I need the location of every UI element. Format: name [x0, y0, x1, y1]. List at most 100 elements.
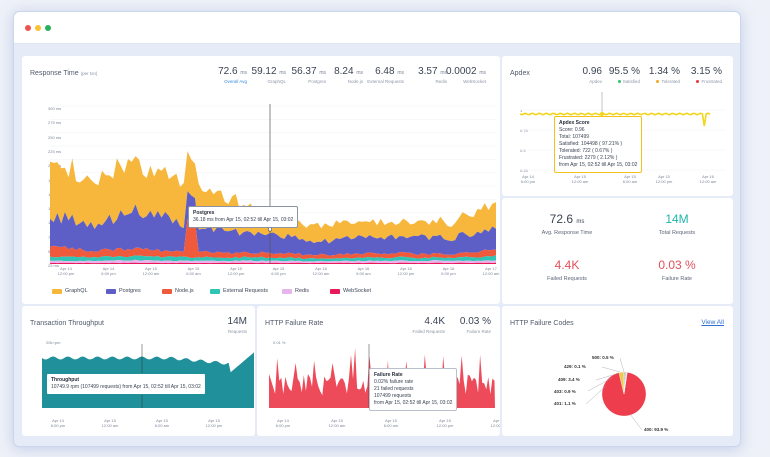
- x-tick: Apr 15 6:00 am: [620, 174, 640, 184]
- apdex-tooltip: Apdex Score Score: 0.96 Total: 107499 Sati…: [554, 116, 643, 173]
- stat-value: 0.96: [582, 66, 602, 77]
- legend-item-redis[interactable]: Redis: [282, 288, 309, 294]
- x-tick: Apr 15 6:00 am: [381, 418, 401, 428]
- stat-value: 72.6 ms: [218, 66, 247, 77]
- legend-item-websocket[interactable]: WebSocket: [330, 288, 371, 294]
- stat-label: Tolerated: [649, 79, 680, 84]
- legend-item-graphql[interactable]: GraphQL: [52, 288, 88, 294]
- tick-time: 6:00 pm: [520, 179, 536, 184]
- total-requests-value: 14M: [665, 212, 689, 226]
- legend-item-node-js[interactable]: Node.js: [162, 288, 194, 294]
- y-tick: 250 ms: [48, 134, 62, 140]
- tick-time: 12:00 pm: [227, 271, 245, 276]
- tick-date: Apr 14: [522, 174, 534, 179]
- legend-item-postgres[interactable]: Postgres: [106, 288, 141, 294]
- legend-label: External Requests: [223, 288, 268, 294]
- tick-date: Apr 16: [442, 266, 455, 271]
- tick-date: Apr 15: [104, 418, 116, 423]
- legend-item-external-requests[interactable]: External Requests: [210, 288, 268, 294]
- tooltip-title: Failure Rate: [374, 372, 403, 378]
- total-requests-label: Total Requests: [658, 230, 696, 236]
- tick-time: 12:00 pm: [57, 271, 75, 276]
- stat-value: 59.12 ms: [251, 66, 286, 77]
- failure-codes-card: HTTP Failure Codes View All 500: 0.5 % 42…: [502, 306, 733, 436]
- pie-label: 403: 0.9 %: [554, 389, 576, 394]
- tick-date: Apr 15: [385, 418, 397, 423]
- postgres-tooltip: Postgres 36.18 ms from Apr 15, 02:52 til…: [188, 206, 299, 228]
- card-title: Response Time: [30, 70, 79, 77]
- failed-requests: 4.4K Failed Requests: [522, 258, 612, 282]
- failed-requests-value: 4.4K: [554, 258, 580, 272]
- legend-swatch: [330, 288, 340, 294]
- pie-slice-400[interactable]: [601, 372, 647, 417]
- stat-label: External Requests: [367, 79, 404, 84]
- maximize-window-dot[interactable]: [45, 25, 51, 31]
- pie-label: 401: 1.1 %: [554, 401, 576, 406]
- y-tick: 20k rpm: [46, 340, 61, 345]
- tick-date: Apr 16: [493, 418, 500, 423]
- area-postgres[interactable]: [50, 191, 496, 256]
- stat-external-requests: 6.48 ms External Requests: [367, 66, 404, 84]
- legend-swatch: [162, 288, 172, 294]
- tick-time: 12:00 am: [482, 271, 500, 276]
- close-window-dot[interactable]: [25, 25, 31, 31]
- tooltip-line: from Apr 15, 02:52 till Apr 15, 03:02: [374, 400, 453, 406]
- x-tick: Apr 16 6:00 am: [352, 266, 376, 276]
- area-websocket[interactable]: [50, 262, 496, 264]
- x-tick: Apr 16 12:00 pm: [394, 266, 418, 276]
- stat-label: Satisfied: [609, 79, 640, 84]
- hover-point: [600, 112, 604, 116]
- tooltip-line: 107499 requests: [374, 393, 412, 399]
- x-tick: Apr 14 6:00 pm: [48, 418, 68, 428]
- failure-codes-title: HTTP Failure Codes: [510, 320, 574, 327]
- y-tick: 0.25: [520, 168, 528, 173]
- legend-label: WebSocket: [343, 288, 372, 294]
- x-tick: Apr 15 12:00 am: [570, 174, 590, 184]
- apdex-line[interactable]: [520, 112, 711, 127]
- stat-overall-avg: 72.6 ms Overall Avg: [218, 66, 247, 84]
- status-dot-icon: [696, 80, 700, 83]
- apdex-title: Apdex: [510, 70, 530, 77]
- tick-time: 12:00 am: [312, 271, 330, 276]
- tooltip-line: from Apr 15, 02:52 till Apr 15, 03:02: [559, 162, 638, 168]
- failure-rate-value: 0.03 %: [658, 258, 696, 272]
- tick-date: Apr 15: [230, 266, 242, 271]
- pie-label: 500: 0.5 %: [592, 355, 614, 360]
- area-node-js[interactable]: [50, 219, 496, 260]
- avg-response-value: 72.6: [549, 212, 573, 226]
- legend-swatch: [282, 288, 292, 294]
- response-time-card: Response Time (per txn) 72.6 ms Overall A…: [22, 56, 500, 304]
- label-text: Tolerated: [661, 79, 680, 84]
- pie-leader-line: [629, 413, 643, 431]
- response-time-chart[interactable]: [50, 104, 496, 264]
- status-dot-icon: [617, 80, 621, 83]
- stat-label[interactable]: Overall Avg: [224, 79, 247, 84]
- x-tick: Apr 15 12:00 pm: [224, 266, 248, 276]
- tick-time: 12:00 pm: [397, 271, 415, 276]
- area-external-requests[interactable]: [50, 255, 496, 262]
- failure-codes-pie[interactable]: [502, 306, 733, 436]
- area-redis[interactable]: [50, 259, 496, 264]
- area-graphql[interactable]: [50, 151, 496, 244]
- y-tick: 25 ms: [48, 263, 59, 269]
- tick-date: Apr 16: [357, 266, 370, 271]
- minimize-window-dot[interactable]: [35, 25, 41, 31]
- pie-slice-429[interactable]: [623, 372, 628, 395]
- stat-redis: 3.57 ms Redis: [418, 66, 447, 84]
- stat-unit: ms: [279, 70, 286, 76]
- stat-value: 3.15 %: [690, 66, 722, 77]
- tick-time: 12:00 am: [101, 423, 119, 428]
- stat-label: Frustrated: [691, 79, 722, 84]
- tick-date: Apr 15: [658, 174, 670, 179]
- x-tick: Apr 15 12:00 am: [139, 266, 163, 276]
- view-all-link[interactable]: View All: [701, 319, 724, 326]
- apdex-card: Apdex 0.96 Apdex 95.5 % Satisfied 1.34 % Tole…: [502, 56, 733, 196]
- apdex-stat-satisfied: 95.5 % Satisfied: [609, 66, 640, 84]
- tooltip-title: Postgres: [193, 210, 215, 216]
- legend-swatch: [52, 288, 62, 294]
- stat-label: Requests: [227, 329, 247, 334]
- stat-unit: ms: [397, 70, 404, 76]
- pie-leader-line: [601, 366, 621, 373]
- stat-unit: ms: [356, 70, 363, 76]
- tick-date: Apr 16: [400, 266, 412, 271]
